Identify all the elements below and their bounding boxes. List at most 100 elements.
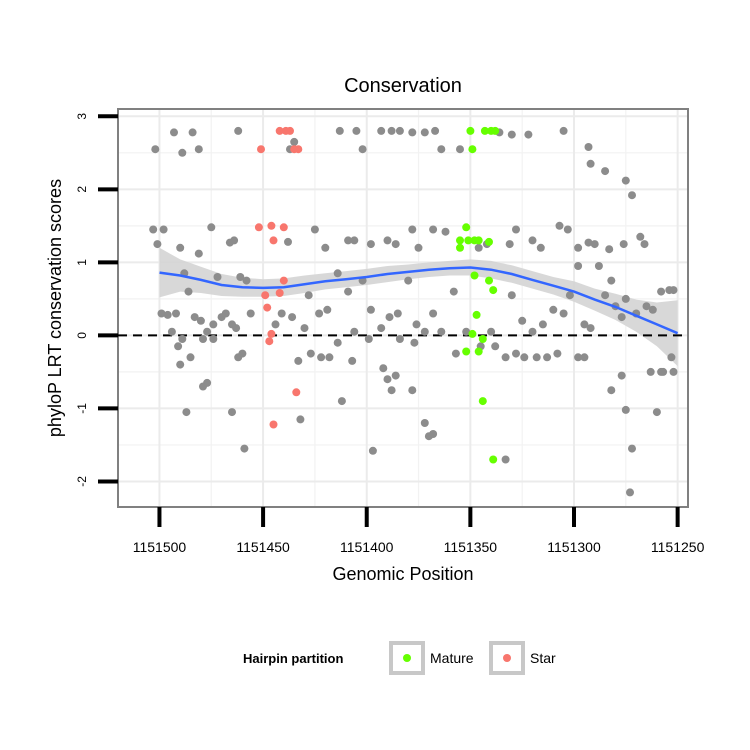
data-point-other: [271, 320, 280, 329]
points-layer: [149, 126, 678, 497]
x-axis-label: Genomic Position: [332, 564, 473, 584]
data-point-star: [286, 126, 294, 135]
data-point-other: [607, 386, 616, 395]
data-point-other: [449, 287, 458, 296]
data-point-other: [364, 335, 373, 343]
data-point-other: [294, 356, 303, 365]
data-point-other: [607, 276, 616, 285]
data-point-mature: [472, 310, 481, 319]
data-point-mature: [491, 126, 500, 135]
data-point-other: [333, 269, 342, 278]
data-point-other: [352, 126, 361, 135]
data-point-other: [196, 316, 205, 325]
data-point-other: [209, 320, 218, 329]
x-tick-label: 1151400: [340, 539, 394, 555]
y-tick-label: 0: [75, 332, 89, 339]
x-tick-label: 1151300: [547, 539, 601, 555]
data-point-other: [167, 327, 176, 336]
data-point-star: [292, 388, 301, 397]
data-point-mature: [468, 329, 477, 338]
data-point-other: [174, 342, 183, 351]
x-tick-label: 1151500: [133, 539, 187, 555]
data-point-other: [317, 353, 326, 362]
data-point-other: [501, 455, 510, 464]
data-point-mature: [485, 276, 493, 285]
data-point-other: [408, 225, 417, 234]
data-point-other: [350, 327, 359, 336]
data-point-other: [553, 349, 562, 358]
data-point-other: [524, 130, 533, 139]
chart-title: Conservation: [344, 75, 462, 97]
data-point-other: [236, 273, 245, 281]
data-point-other: [429, 309, 438, 318]
data-point-other: [391, 371, 400, 380]
data-point-mature: [456, 236, 464, 245]
data-point-other: [348, 356, 357, 365]
data-point-other: [153, 240, 162, 249]
data-point-other: [646, 367, 655, 376]
data-point-other: [586, 159, 595, 168]
data-point-mature: [466, 126, 475, 135]
data-point-other: [242, 276, 251, 285]
x-tick-label: 1151350: [444, 539, 498, 555]
data-point-other: [601, 291, 610, 300]
data-point-other: [358, 145, 367, 154]
y-tick-label: 1: [75, 259, 89, 266]
data-point-other: [182, 408, 191, 417]
data-point-other: [366, 240, 375, 249]
data-point-other: [310, 225, 319, 234]
data-point-other: [221, 309, 230, 318]
data-point-other: [512, 225, 520, 234]
data-point-other: [594, 262, 603, 270]
data-point-other: [657, 367, 666, 376]
data-point-other: [323, 305, 332, 314]
data-point-other: [512, 349, 520, 358]
data-point-other: [528, 327, 537, 336]
data-point-other: [667, 353, 676, 362]
data-point-other: [584, 143, 593, 151]
data-point-other: [559, 309, 568, 318]
data-point-mature: [478, 335, 487, 343]
data-point-other: [238, 349, 247, 358]
data-point-other: [213, 273, 222, 281]
data-point-other: [420, 419, 429, 427]
data-point-other: [584, 238, 593, 247]
data-point-other: [335, 126, 344, 135]
data-point-other: [209, 335, 218, 343]
data-point-other: [437, 327, 446, 336]
data-point-mature: [478, 397, 487, 406]
data-point-other: [393, 309, 402, 318]
x-tick-label: 1151250: [651, 539, 705, 555]
data-point-other: [176, 360, 185, 369]
data-point-mature: [489, 455, 498, 464]
data-point-star: [263, 303, 272, 312]
data-point-other: [350, 236, 359, 245]
data-point-other: [601, 167, 610, 176]
x-axis-ticks: 1151500 1151450 1151400 1151350 1151300 11512…: [133, 507, 705, 555]
legend-dot-mature: [403, 654, 411, 662]
data-point-other: [149, 225, 158, 234]
smooth-curve: [159, 266, 679, 335]
data-point-other: [590, 240, 599, 249]
data-point-mature: [464, 236, 473, 245]
data-point-other: [344, 236, 353, 245]
data-point-star: [275, 289, 284, 297]
data-point-other: [246, 309, 255, 318]
data-point-star: [269, 420, 278, 429]
y-tick-label: -1: [75, 403, 89, 414]
data-point-other: [621, 405, 630, 414]
data-point-other: [605, 245, 614, 254]
data-point-other: [617, 313, 626, 322]
data-point-other: [395, 126, 404, 135]
data-point-other: [387, 126, 396, 135]
data-point-other: [178, 335, 187, 343]
legend-dot-star: [503, 654, 511, 662]
data-point-other: [429, 225, 438, 234]
data-point-other: [580, 353, 589, 362]
data-point-other: [520, 353, 529, 362]
data-point-other: [172, 309, 180, 318]
data-point-other: [628, 444, 636, 453]
data-point-other: [574, 243, 583, 252]
y-tick-label: 3: [75, 113, 89, 120]
